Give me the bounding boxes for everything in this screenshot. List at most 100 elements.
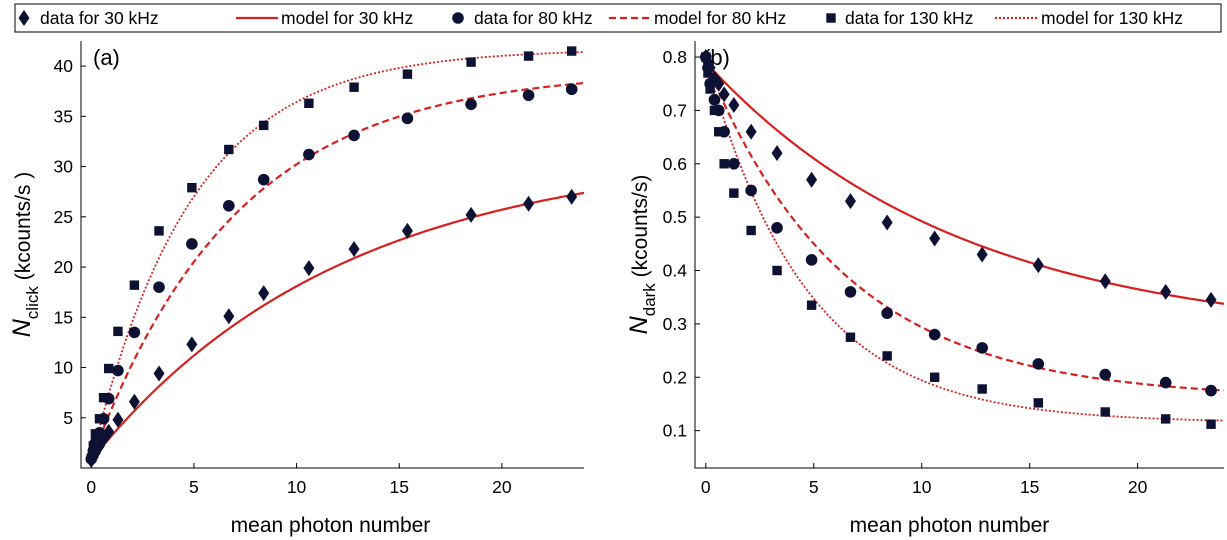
legend-item: data for 80 kHz (452, 8, 593, 28)
data-point (565, 83, 578, 96)
data-point (708, 93, 721, 106)
y-tick-label: 0.8 (663, 47, 687, 67)
y-tick-label: 15 (54, 307, 73, 327)
data-point (303, 148, 315, 161)
data-point (929, 230, 941, 247)
data-point (223, 308, 235, 325)
data-point (745, 123, 757, 140)
data-point (771, 145, 783, 162)
data-point (348, 240, 360, 257)
y-axis-unit: (kcounts/s ) (12, 172, 35, 286)
legend-label: data for 80 kHz (474, 8, 593, 28)
model-curve-solid (90, 191, 585, 461)
data-point (976, 246, 988, 263)
panel-label: (a) (93, 45, 120, 70)
data-point (566, 46, 577, 56)
data-point (806, 171, 818, 188)
data-point (153, 281, 165, 293)
data-point (258, 285, 270, 302)
data-point (86, 453, 96, 463)
y-tick-label: 0.3 (663, 314, 687, 334)
data-point (113, 326, 123, 337)
x-axis-label: mean photon number (850, 514, 1050, 537)
data-point (1159, 376, 1172, 389)
data-point (746, 225, 756, 236)
data-point (718, 86, 730, 103)
y-axis-label: Ndark (kcounts/s) (625, 175, 659, 335)
data-point (728, 97, 740, 114)
model-curve-dashed (704, 61, 1225, 392)
data-point (88, 441, 99, 451)
data-point (186, 238, 198, 250)
data-point (465, 206, 477, 223)
data-point (112, 364, 124, 377)
data-point (772, 265, 782, 276)
y-tick-label: 30 (54, 157, 74, 177)
data-point (566, 188, 578, 205)
legend-label: model for 80 kHz (654, 8, 786, 28)
data-point (523, 51, 534, 61)
data-point (771, 222, 783, 234)
data-point (187, 182, 197, 193)
legend-item: data for 30 kHz (18, 8, 159, 28)
data-point (976, 342, 988, 354)
x-axis-label: mean photon number (231, 514, 431, 537)
data-point (154, 226, 164, 236)
series-square (86, 46, 577, 463)
legend-item: model for 130 kHz (995, 8, 1183, 28)
x-tick-label: 10 (287, 477, 307, 497)
legend-marker-circle (452, 12, 464, 24)
data-point (1099, 273, 1111, 290)
legend-marker-diamond (18, 10, 30, 26)
x-tick-label: 5 (809, 477, 819, 497)
y-axis-subscript: dark (640, 283, 659, 317)
y-axis-label: Nclick (kcounts/s ) (8, 172, 42, 338)
legend-label: data for 130 kHz (845, 8, 973, 28)
data-point (523, 195, 535, 212)
y-tick-label: 35 (54, 106, 73, 126)
data-point (844, 286, 857, 298)
data-point (881, 214, 893, 231)
data-point (703, 68, 713, 78)
x-tick-label: 0 (701, 477, 711, 497)
data-point (1032, 358, 1045, 370)
y-tick-label: 20 (54, 257, 74, 277)
data-point (104, 363, 114, 374)
y-tick-label: 0.1 (663, 421, 687, 441)
legend-label: model for 30 kHz (281, 8, 413, 28)
data-point (224, 144, 234, 155)
data-point (401, 112, 414, 125)
series-square (701, 52, 1216, 429)
data-point (401, 222, 413, 239)
legend-item: model for 80 kHz (609, 8, 786, 28)
data-point (128, 393, 140, 410)
x-tick-label: 10 (912, 477, 932, 497)
y-axis-symbol: N (8, 318, 36, 337)
model-curve-dashed (90, 81, 585, 461)
data-point (349, 82, 359, 92)
y-tick-label: 0.2 (663, 367, 687, 387)
data-point (745, 184, 757, 197)
data-point (719, 159, 729, 169)
data-point (466, 57, 476, 67)
y-tick-label: 0.7 (663, 100, 687, 120)
legend-item: model for 30 kHz (236, 8, 413, 28)
x-tick-label: 5 (189, 477, 199, 497)
x-tick-label: 15 (1020, 477, 1039, 497)
data-point (977, 384, 987, 394)
series-circle (85, 83, 578, 465)
y-tick-label: 10 (54, 358, 74, 378)
data-point (465, 98, 477, 111)
legend-marker-square (826, 13, 836, 23)
data-point (1161, 414, 1171, 424)
data-point (112, 411, 124, 428)
data-point (928, 328, 941, 341)
panel-a: 0 5 10 15 20 5 10 15 20 25 30 35 40 mean photon numbe… (8, 41, 585, 537)
data-point (1032, 257, 1044, 274)
y-axis-subscript: click (23, 286, 42, 320)
data-point (223, 199, 235, 212)
data-point (1206, 419, 1216, 429)
data-point (1160, 283, 1172, 300)
legend: data for 30 kHz model for 30 kHz data for … (14, 3, 1222, 33)
data-point (257, 173, 270, 186)
